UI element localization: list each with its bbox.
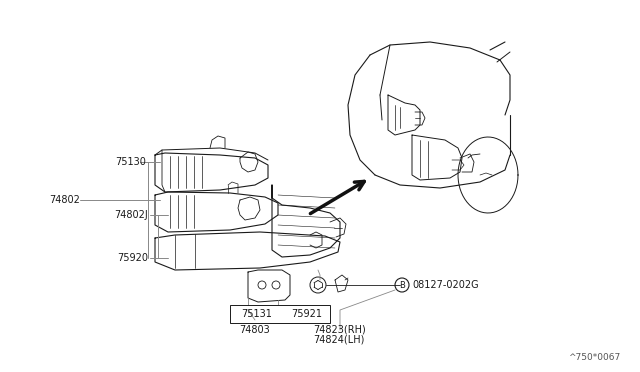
Text: 74823(RH): 74823(RH) xyxy=(313,325,365,335)
Text: 74803: 74803 xyxy=(239,325,270,335)
Text: 75920: 75920 xyxy=(117,253,148,263)
Bar xyxy=(230,305,330,323)
Text: 74802: 74802 xyxy=(49,195,80,205)
Text: 75130: 75130 xyxy=(115,157,146,167)
Text: B: B xyxy=(399,280,405,289)
Text: 74802J: 74802J xyxy=(115,210,148,220)
Text: 75131: 75131 xyxy=(241,309,273,319)
Text: 75921: 75921 xyxy=(291,309,323,319)
Text: ^750*0067: ^750*0067 xyxy=(568,353,620,362)
Text: 08127-0202G: 08127-0202G xyxy=(412,280,479,290)
Text: 74824(LH): 74824(LH) xyxy=(313,335,364,345)
